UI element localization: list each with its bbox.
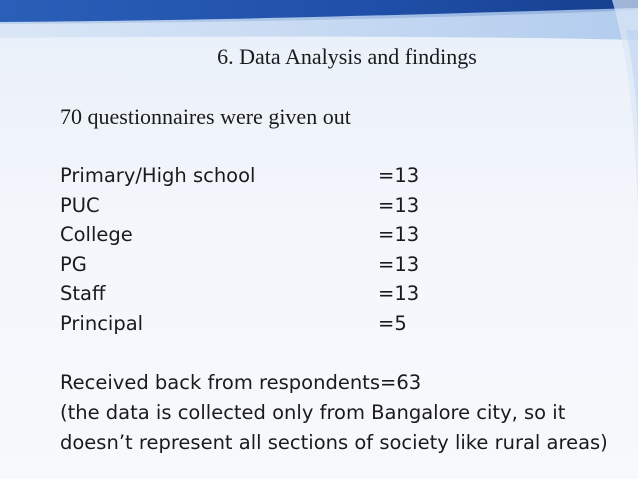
intro-text: 70 questionnaires were given out bbox=[60, 104, 351, 129]
row-value: =13 bbox=[378, 282, 420, 305]
list-item: PG =13 bbox=[60, 253, 600, 283]
list-item: Primary/High school =13 bbox=[60, 164, 600, 194]
note-line-1: (the data is collected only from Bangalo… bbox=[60, 401, 566, 424]
row-value: =13 bbox=[378, 193, 420, 217]
row-value: =13 bbox=[378, 223, 420, 246]
list-item: Principal =5 bbox=[60, 312, 600, 342]
row-label: College bbox=[60, 223, 133, 246]
slide-title: 6. Data Analysis and findings bbox=[217, 44, 477, 69]
row-value: =13 bbox=[378, 164, 420, 187]
row-label: Primary/High school bbox=[60, 164, 256, 187]
row-label: PUC bbox=[60, 193, 100, 217]
distribution-list: Primary/High school =13 PUC =13 College … bbox=[60, 164, 600, 341]
row-label: PG bbox=[60, 252, 87, 276]
row-value: =13 bbox=[378, 252, 420, 276]
right-edge-accent-2 bbox=[626, 30, 638, 160]
wave-dark-band bbox=[0, 0, 638, 24]
received-text: Received back from respondents=63 bbox=[60, 371, 422, 394]
list-item: PUC =13 bbox=[60, 194, 600, 224]
wave-light-band bbox=[0, 8, 638, 40]
list-item: College =13 bbox=[60, 223, 600, 253]
row-label: Principal bbox=[60, 311, 144, 335]
row-value: =5 bbox=[378, 311, 407, 335]
row-label: Staff bbox=[60, 282, 106, 305]
note-line-2: doesn’t represent all sections of societ… bbox=[60, 431, 608, 454]
list-item: Staff =13 bbox=[60, 282, 600, 312]
